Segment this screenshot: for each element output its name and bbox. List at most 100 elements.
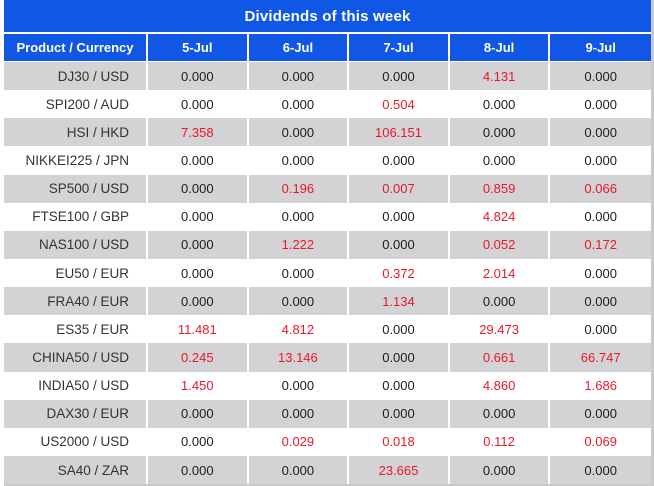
value-cell: 0.000 xyxy=(449,399,551,428)
column-header-date-3: 7-Jul xyxy=(349,34,450,61)
column-header-date-5: 9-Jul xyxy=(550,34,651,61)
value-cell: 0.000 xyxy=(248,202,350,231)
value-cell: 0.066 xyxy=(550,174,651,203)
value-cell: 0.000 xyxy=(349,371,450,400)
value-cell: 0.000 xyxy=(349,230,450,259)
value-cell: 2.014 xyxy=(449,258,551,288)
value-cell: 0.000 xyxy=(248,399,350,428)
table-header-row: Product / Currency 5-Jul 6-Jul 7-Jul 8-J… xyxy=(4,34,651,62)
value-cell: 0.000 xyxy=(148,146,249,175)
value-cell: 0.000 xyxy=(248,371,350,400)
value-cell: 0.000 xyxy=(550,62,651,91)
column-header-product: Product / Currency xyxy=(4,34,148,61)
product-cell: FRA40 / EUR xyxy=(4,287,148,316)
value-cell: 0.000 xyxy=(550,90,651,119)
product-cell: EU50 / EUR xyxy=(4,258,148,288)
table-row: DJ30 / USD 0.000 0.000 0.000 4.131 0.000 xyxy=(4,62,651,91)
value-cell: 0.000 xyxy=(550,258,651,288)
value-cell: 0.052 xyxy=(449,230,551,259)
product-cell: NIKKEI225 / JPN xyxy=(4,146,148,175)
value-cell: 7.358 xyxy=(148,118,249,147)
value-cell: 0.000 xyxy=(349,399,450,428)
table-title: Dividends of this week xyxy=(4,0,651,34)
value-cell: 0.372 xyxy=(349,258,450,288)
value-cell: 0.000 xyxy=(148,230,249,259)
table-row: DAX30 / EUR 0.000 0.000 0.000 0.000 0.00… xyxy=(4,399,651,428)
value-cell: 0.000 xyxy=(148,90,249,119)
value-cell: 0.000 xyxy=(148,174,249,203)
product-cell: INDIA50 / USD xyxy=(4,371,148,400)
value-cell: 0.000 xyxy=(148,258,249,288)
table-row: US2000 / USD 0.000 0.029 0.018 0.112 0.0… xyxy=(4,427,651,456)
value-cell: 0.000 xyxy=(148,62,249,91)
value-cell: 0.000 xyxy=(550,118,651,147)
value-cell: 106.151 xyxy=(349,118,450,147)
value-cell: 0.859 xyxy=(449,174,551,203)
value-cell: 0.000 xyxy=(148,427,249,456)
value-cell: 0.000 xyxy=(148,202,249,231)
table-body: DJ30 / USD 0.000 0.000 0.000 4.131 0.000… xyxy=(4,62,651,485)
dividends-table: Dividends of this week Product / Currenc… xyxy=(4,0,654,486)
value-cell: 0.000 xyxy=(449,287,551,316)
value-cell: 0.069 xyxy=(550,427,651,456)
product-cell: HSI / HKD xyxy=(4,118,148,147)
value-cell: 0.000 xyxy=(550,287,651,316)
value-cell: 0.000 xyxy=(550,202,651,231)
product-cell: ES35 / EUR xyxy=(4,315,148,344)
product-cell: FTSE100 / GBP xyxy=(4,202,148,231)
value-cell: 0.000 xyxy=(449,146,551,175)
value-cell: 0.000 xyxy=(349,343,450,372)
value-cell: 0.000 xyxy=(248,287,350,316)
value-cell: 1.222 xyxy=(248,230,350,259)
value-cell: 0.000 xyxy=(550,146,651,175)
value-cell: 0.000 xyxy=(449,455,551,485)
value-cell: 0.245 xyxy=(148,343,249,372)
value-cell: 0.000 xyxy=(349,62,450,91)
value-cell: 11.481 xyxy=(148,315,249,344)
table-row: EU50 / EUR 0.000 0.000 0.372 2.014 0.000 xyxy=(4,258,651,288)
value-cell: 0.000 xyxy=(449,118,551,147)
table-row: SA40 / ZAR 0.000 0.000 23.665 0.000 0.00… xyxy=(4,455,651,485)
value-cell: 0.000 xyxy=(349,146,450,175)
value-cell: 0.018 xyxy=(349,427,450,456)
table-row: INDIA50 / USD 1.450 0.000 0.000 4.860 1.… xyxy=(4,371,651,400)
product-cell: DAX30 / EUR xyxy=(4,399,148,428)
value-cell: 4.824 xyxy=(449,202,551,231)
value-cell: 1.450 xyxy=(148,371,249,400)
value-cell: 0.000 xyxy=(349,202,450,231)
value-cell: 0.000 xyxy=(248,258,350,288)
table-row: CHINA50 / USD 0.245 13.146 0.000 0.661 6… xyxy=(4,343,651,372)
value-cell: 66.747 xyxy=(550,343,651,372)
value-cell: 0.000 xyxy=(248,90,350,119)
value-cell: 4.131 xyxy=(449,62,551,91)
value-cell: 0.000 xyxy=(148,455,249,485)
value-cell: 0.000 xyxy=(248,118,350,147)
value-cell: 0.172 xyxy=(550,230,651,259)
column-header-date-2: 6-Jul xyxy=(248,34,350,61)
value-cell: 4.812 xyxy=(248,315,350,344)
value-cell: 0.000 xyxy=(550,455,651,485)
value-cell: 13.146 xyxy=(248,343,350,372)
product-cell: US2000 / USD xyxy=(4,427,148,456)
value-cell: 0.007 xyxy=(349,174,450,203)
value-cell: 0.000 xyxy=(349,315,450,344)
value-cell: 29.473 xyxy=(449,315,551,344)
value-cell: 1.686 xyxy=(550,371,651,400)
column-header-date-1: 5-Jul xyxy=(148,34,249,61)
value-cell: 4.860 xyxy=(449,371,551,400)
value-cell: 1.134 xyxy=(349,287,450,316)
table-row: FRA40 / EUR 0.000 0.000 1.134 0.000 0.00… xyxy=(4,287,651,316)
table-row: NAS100 / USD 0.000 1.222 0.000 0.052 0.1… xyxy=(4,230,651,259)
product-cell: SPI200 / AUD xyxy=(4,90,148,119)
column-header-date-4: 8-Jul xyxy=(449,34,551,61)
table-row: SP500 / USD 0.000 0.196 0.007 0.859 0.06… xyxy=(4,174,651,203)
value-cell: 0.000 xyxy=(248,455,350,485)
table-row: NIKKEI225 / JPN 0.000 0.000 0.000 0.000 … xyxy=(4,146,651,175)
product-cell: DJ30 / USD xyxy=(4,62,148,91)
value-cell: 23.665 xyxy=(349,455,450,485)
product-cell: SA40 / ZAR xyxy=(4,455,148,485)
value-cell: 0.196 xyxy=(248,174,350,203)
value-cell: 0.504 xyxy=(349,90,450,119)
product-cell: SP500 / USD xyxy=(4,174,148,203)
